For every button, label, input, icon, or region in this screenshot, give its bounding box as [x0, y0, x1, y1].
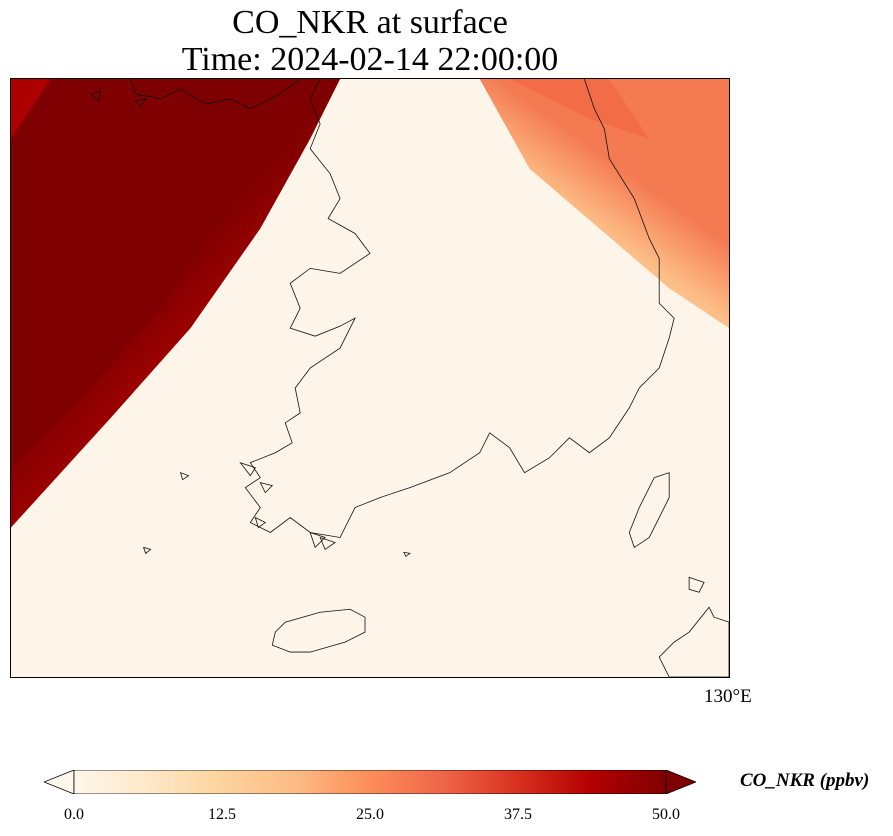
- colorbar-graphic: [42, 769, 698, 795]
- colorbar-tick-label: 50.0: [652, 806, 680, 823]
- colorbar-extend-min: [42, 769, 75, 795]
- colorbar: [42, 769, 698, 795]
- colorbar-units-label: CO_NKR (ppbv): [740, 770, 870, 791]
- southwest-islands: [239, 461, 336, 551]
- map-time-label: Time: 2024-02-14 22:00:00: [181, 41, 559, 78]
- north-west-coast: [130, 79, 301, 110]
- colorbar-body: [73, 769, 667, 795]
- colorbar-extend-max: [665, 769, 698, 795]
- northwest-plume-band: [11, 79, 51, 139]
- island: [179, 472, 190, 481]
- map-title: CO_NKR at surface: [232, 4, 508, 41]
- tsushima-island-coast: [628, 472, 670, 549]
- colorbar-tick-label: 25.0: [356, 806, 384, 823]
- island: [143, 546, 152, 555]
- island: [134, 98, 147, 108]
- longitude-tick-label: 130°E: [704, 686, 752, 707]
- island: [89, 90, 102, 102]
- korean-peninsula-coast: [244, 79, 675, 538]
- northeast-plume-core: [509, 79, 650, 139]
- island: [688, 576, 705, 593]
- map-panel[interactable]: [10, 78, 730, 678]
- colorbar-tick-label: 12.5: [208, 806, 236, 823]
- coastlines: [89, 79, 729, 677]
- concentration-map: [11, 79, 729, 677]
- island: [403, 551, 411, 558]
- northwest-plume-core: [11, 79, 311, 468]
- colorbar-tick-label: 37.5: [504, 806, 532, 823]
- colorbar-tick-label: 0.0: [64, 806, 84, 823]
- northeast-plume: [479, 79, 729, 329]
- jeju-island-coast: [271, 608, 366, 653]
- japan-coast: [658, 606, 729, 677]
